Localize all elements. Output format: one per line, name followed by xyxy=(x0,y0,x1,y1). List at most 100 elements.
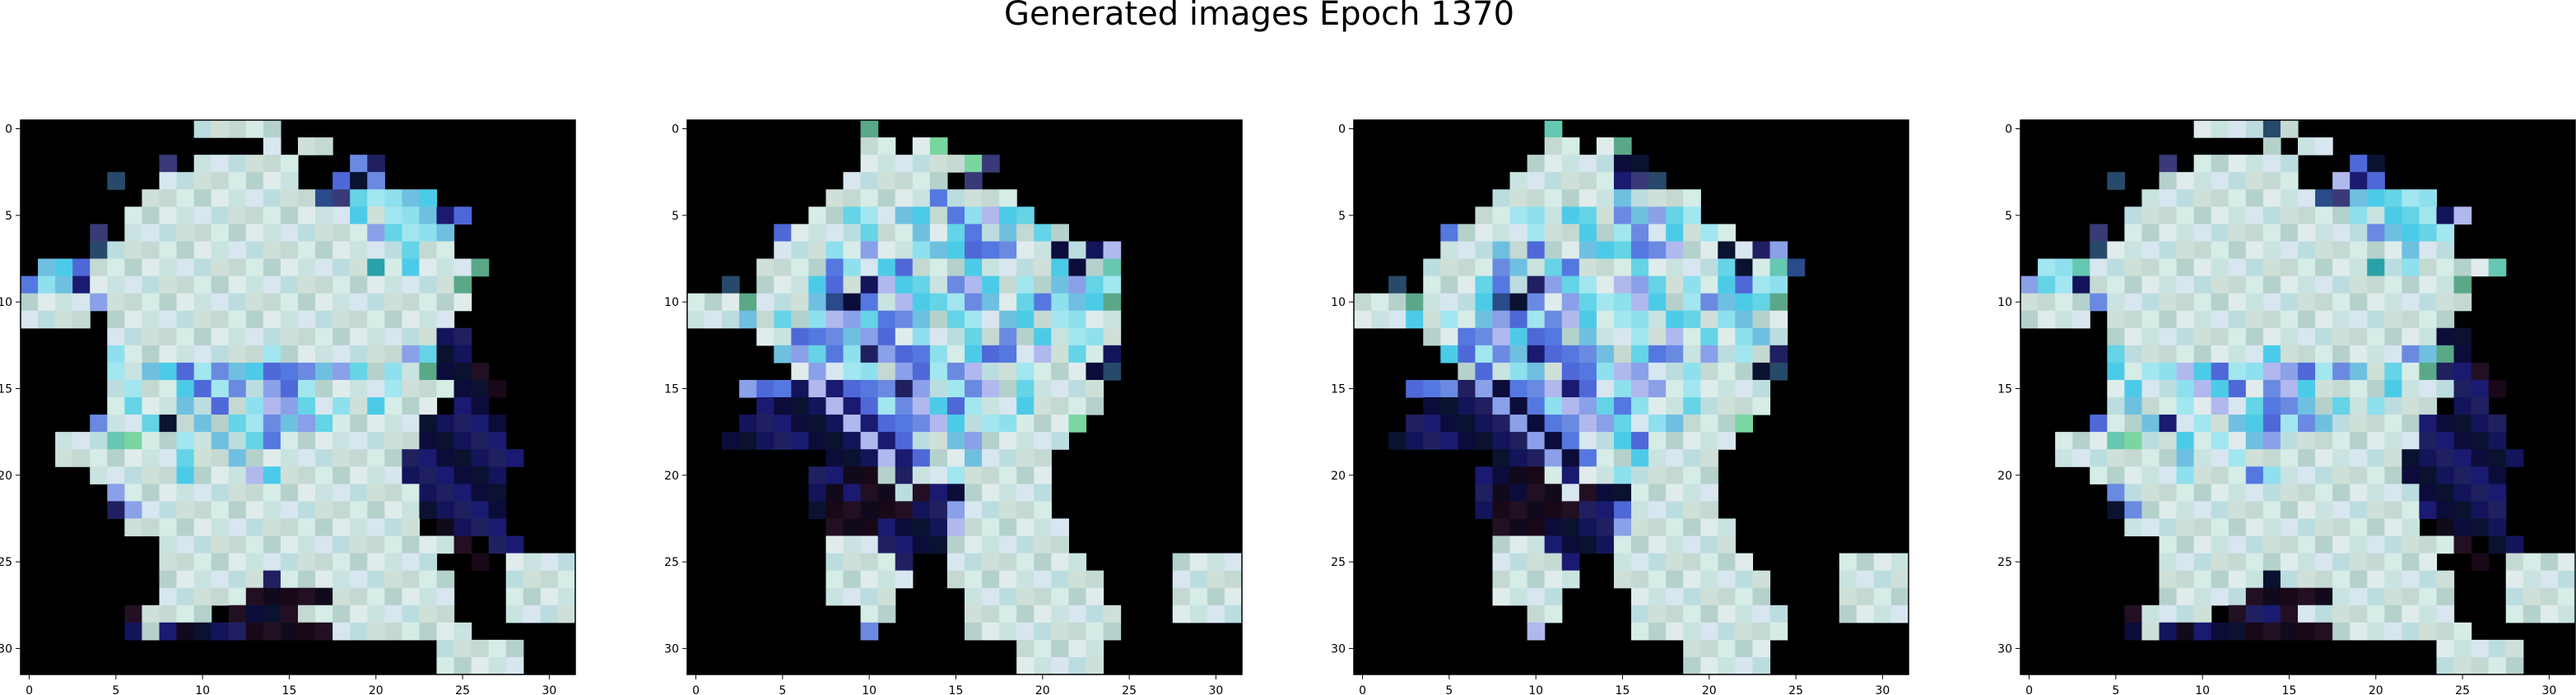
pixel-cell xyxy=(1700,449,1718,467)
pixel-cell xyxy=(2315,484,2333,502)
pixel-cell xyxy=(2072,293,2090,312)
pixel-cell xyxy=(1492,379,1511,398)
pixel-cell xyxy=(124,345,143,364)
pixel-cell xyxy=(1735,639,1754,658)
pixel-cell xyxy=(280,622,299,641)
pixel-cell xyxy=(2402,553,2420,572)
pixel-cell xyxy=(2384,345,2402,364)
pixel-cell xyxy=(142,293,160,312)
pixel-cell xyxy=(860,432,879,450)
pixel-cell xyxy=(808,327,827,346)
y-tick-label: 0 xyxy=(2005,123,2012,137)
pixel-cell xyxy=(739,310,757,329)
pixel-cell xyxy=(350,535,368,554)
pixel-cell xyxy=(2193,362,2212,381)
x-tick-label: 5 xyxy=(779,684,786,695)
pixel-cell xyxy=(2436,587,2455,606)
pixel-cell xyxy=(982,258,1000,277)
pixel-cell xyxy=(142,345,160,364)
pixel-cell xyxy=(808,241,827,260)
pixel-cell xyxy=(929,518,948,537)
pixel-cell xyxy=(1016,605,1035,623)
pixel-cell xyxy=(2367,327,2385,346)
pixel-cell xyxy=(350,379,368,398)
y-tick-label: 20 xyxy=(0,470,12,483)
pixel-cell xyxy=(211,622,230,641)
pixel-cell xyxy=(1544,397,1563,415)
pixel-cell xyxy=(1544,570,1563,589)
pixel-cell xyxy=(1648,310,1667,329)
pixel-cell xyxy=(2262,570,2281,589)
axes-frame xyxy=(2020,119,2576,675)
pixel-cell xyxy=(2453,362,2472,381)
pixel-cell xyxy=(315,570,333,589)
pixel-cell xyxy=(1086,379,1104,398)
pixel-cell xyxy=(1440,379,1458,398)
pixel-cell xyxy=(895,432,914,450)
pixel-cell xyxy=(298,449,316,467)
pixel-cell xyxy=(1527,310,1546,329)
pixel-cell xyxy=(1086,656,1104,675)
pixel-cell xyxy=(1034,241,1052,260)
y-tick-label: 0 xyxy=(5,123,12,137)
pixel-cell xyxy=(1034,622,1052,641)
pixel-cell xyxy=(1596,189,1615,207)
pixel-cell xyxy=(193,622,212,641)
pixel-cell xyxy=(245,120,264,138)
pixel-cell xyxy=(384,327,402,346)
pixel-cell xyxy=(471,449,490,467)
pixel-cell xyxy=(90,449,108,467)
pixel-cell xyxy=(315,432,333,450)
pixel-cell xyxy=(2436,224,2455,243)
pixel-cell xyxy=(193,432,212,450)
pixel-cell xyxy=(384,241,402,260)
pixel-cell xyxy=(2280,484,2299,502)
pixel-cell xyxy=(722,293,740,312)
pixel-cell xyxy=(1613,189,1632,207)
pixel-cell xyxy=(90,241,108,260)
pixel-cell xyxy=(2176,379,2195,398)
pixel-cell xyxy=(2453,432,2472,450)
pixel-cell xyxy=(1596,484,1615,502)
pixel-cell xyxy=(90,258,108,277)
pixel-cell xyxy=(228,155,247,173)
pixel-cell xyxy=(2315,415,2333,433)
pixel-cell xyxy=(1596,535,1615,554)
pixel-cell xyxy=(2436,276,2455,294)
pixel-cell xyxy=(1509,258,1528,277)
pixel-cell xyxy=(107,293,125,312)
pixel-cell xyxy=(2332,570,2350,589)
y-tick-label: 25 xyxy=(1331,556,1346,569)
pixel-cell xyxy=(2228,379,2247,398)
x-tick-label: 25 xyxy=(455,684,470,695)
pixel-cell xyxy=(965,535,983,554)
pixel-cell xyxy=(1016,501,1035,520)
pixel-cell xyxy=(912,362,931,381)
pixel-cell xyxy=(860,553,879,572)
pixel-cell xyxy=(2402,570,2420,589)
pixel-cell xyxy=(877,501,896,520)
pixel-cell xyxy=(384,397,402,415)
pixel-cell xyxy=(895,449,914,467)
pixel-cell xyxy=(1475,466,1494,484)
pixel-cell xyxy=(929,189,948,207)
pixel-cell xyxy=(315,605,333,623)
pixel-cell xyxy=(2419,310,2438,329)
pixel-cell xyxy=(999,622,1017,641)
pixel-cell xyxy=(2228,535,2247,554)
pixel-cell xyxy=(1613,466,1632,484)
pixel-cell xyxy=(211,553,230,572)
pixel-cell xyxy=(1700,656,1718,675)
pixel-cell xyxy=(142,605,160,623)
pixel-cell xyxy=(860,570,879,589)
pixel-cell xyxy=(946,484,965,502)
pixel-cell xyxy=(1527,397,1546,415)
pixel-cell xyxy=(2176,518,2195,537)
pixel-cell xyxy=(1631,310,1649,329)
pixel-cell xyxy=(2124,345,2143,364)
pixel-cell xyxy=(825,206,844,225)
pixel-cell xyxy=(384,535,402,554)
pixel-cell xyxy=(2402,293,2420,312)
y-tick-label: 5 xyxy=(672,210,679,223)
pixel-cell xyxy=(176,189,195,207)
